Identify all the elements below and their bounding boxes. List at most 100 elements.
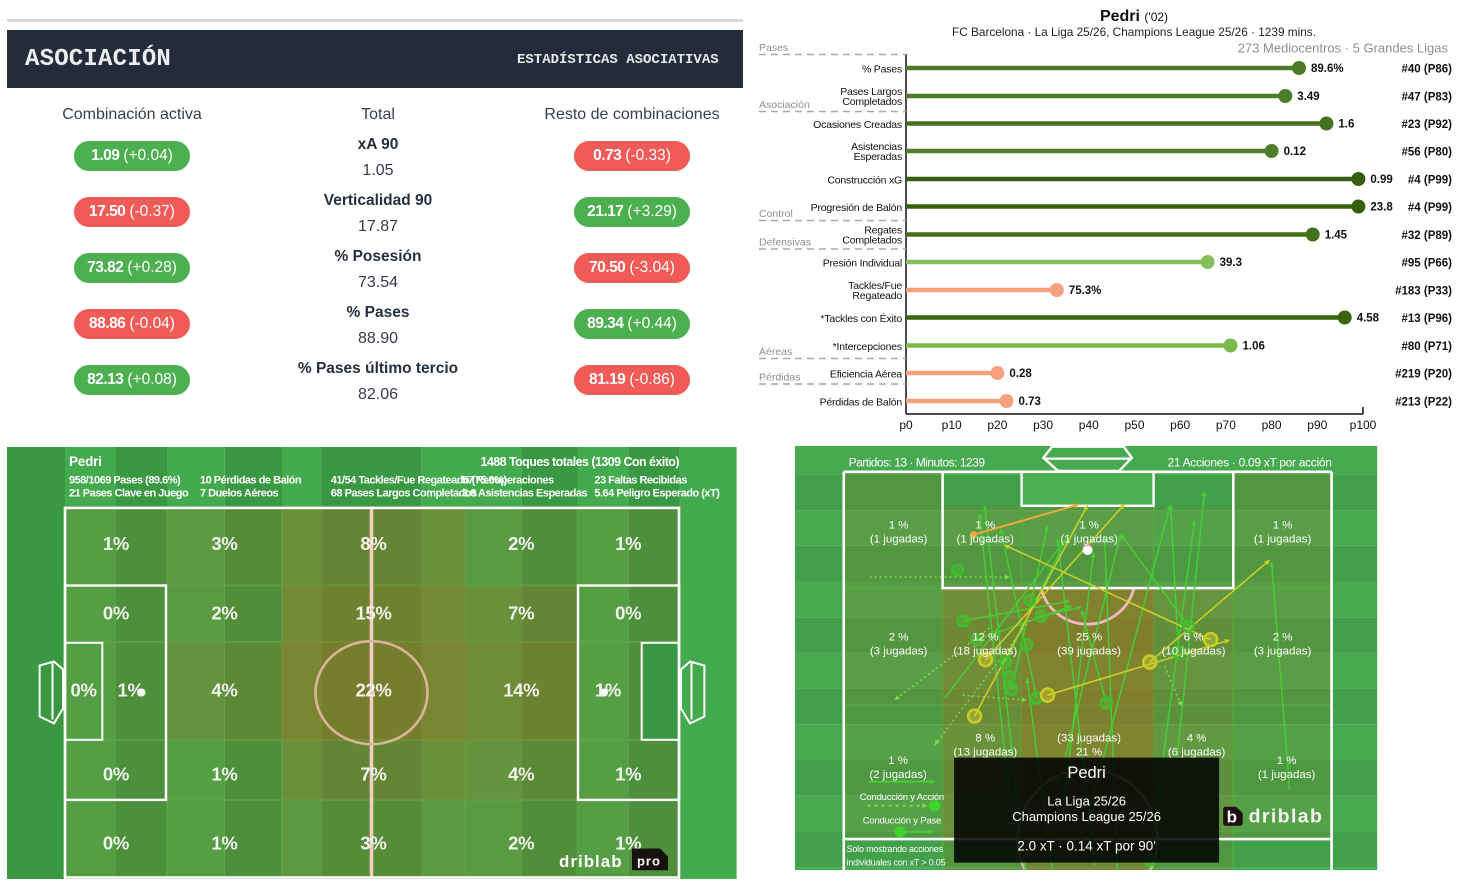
svg-text:1%: 1% (211, 763, 237, 784)
svg-text:Solo mostrando acciones: Solo mostrando acciones (847, 844, 944, 854)
svg-text:driblab: driblab (559, 851, 623, 870)
svg-text:p70: p70 (1216, 418, 1236, 432)
svg-text:Progresión de Balón: Progresión de Balón (811, 202, 903, 214)
svg-text:1 %: 1 % (1277, 755, 1297, 767)
svg-text:(6 jugadas): (6 jugadas) (1168, 746, 1226, 758)
svg-text:pro: pro (637, 853, 661, 868)
svg-text:5.64 Peligro Esperado (xT): 5.64 Peligro Esperado (xT) (594, 487, 720, 499)
svg-text:Construcción xG: Construcción xG (827, 175, 902, 187)
svg-text:(33 jugadas): (33 jugadas) (1058, 732, 1122, 744)
svg-text:0%: 0% (103, 832, 129, 853)
svg-text:p10: p10 (942, 418, 962, 432)
svg-text:25 %: 25 % (1076, 631, 1102, 643)
svg-text:(1 jugadas): (1 jugadas) (1254, 533, 1312, 545)
svg-text:(13 jugadas): (13 jugadas) (954, 746, 1018, 758)
svg-text:41/54 Tackles/Fue Regateado (7: 41/54 Tackles/Fue Regateado (75.9%) (331, 474, 508, 486)
svg-text:7%: 7% (508, 602, 534, 623)
svg-text:2%: 2% (508, 832, 534, 853)
svg-text:Defensivas: Defensivas (759, 237, 811, 249)
svg-text:Tackles/Fue: Tackles/Fue (848, 280, 902, 292)
svg-text:23 Faltas Recibidas: 23 Faltas Recibidas (594, 474, 687, 486)
svg-text:1 %: 1 % (889, 755, 909, 767)
svg-text:*Tackles con Éxito: *Tackles con Éxito (820, 312, 902, 325)
svg-text:FC Barcelona · La Liga 25/26,: FC Barcelona · La Liga 25/26, Champions … (952, 25, 1316, 39)
svg-text:3.6 Asistencias Esperadas: 3.6 Asistencias Esperadas (462, 487, 587, 499)
svg-text:7%: 7% (360, 763, 386, 784)
svg-text:2 %: 2 % (889, 631, 909, 643)
svg-text:Conducción y Pase: Conducción y Pase (863, 815, 941, 826)
svg-text:6 %: 6 % (1184, 631, 1204, 643)
svg-text:(18 jugadas): (18 jugadas) (954, 645, 1018, 657)
svg-text:#47 (P83): #47 (P83) (1401, 92, 1452, 104)
svg-text:Asistencias: Asistencias (851, 141, 902, 153)
svg-text:(1 jugadas): (1 jugadas) (1258, 769, 1316, 781)
svg-text:driblab: driblab (1249, 805, 1324, 827)
svg-text:0%: 0% (103, 602, 129, 623)
svg-text:1%: 1% (615, 832, 641, 853)
svg-text:7 Duelos Aéreos: 7 Duelos Aéreos (200, 487, 279, 499)
svg-text:2%: 2% (211, 602, 237, 623)
svg-text:15%: 15% (355, 602, 391, 623)
svg-text:Pedri: Pedri (69, 454, 102, 469)
svg-text:1%: 1% (118, 679, 144, 700)
svg-text:14%: 14% (503, 679, 539, 700)
svg-text:Partidos: 13 · Minutos: 1239: Partidos: 13 · Minutos: 1239 (849, 455, 986, 469)
svg-text:1 %: 1 % (1273, 519, 1293, 531)
svg-text:Pedri: Pedri (1068, 764, 1106, 782)
svg-text:0.28: 0.28 (1009, 368, 1032, 380)
svg-text:p90: p90 (1307, 418, 1327, 432)
svg-text:Pérdidas: Pérdidas (759, 372, 800, 384)
svg-text:Ocasiones Creadas: Ocasiones Creadas (813, 119, 902, 131)
svg-text:89.6%: 89.6% (1311, 63, 1344, 75)
svg-text:Pases Largos: Pases Largos (840, 86, 902, 98)
svg-text:1 %: 1 % (976, 519, 996, 531)
svg-text:39.3: 39.3 (1220, 257, 1242, 269)
svg-text:10 Pérdidas de Balón: 10 Pérdidas de Balón (200, 474, 302, 486)
svg-text:individuales con xT > 0.05: individuales con xT > 0.05 (847, 857, 946, 867)
svg-text:21 %: 21 % (1076, 746, 1102, 758)
svg-text:8%: 8% (360, 532, 386, 553)
svg-text:(1 jugadas): (1 jugadas) (870, 533, 928, 545)
svg-text:p60: p60 (1170, 418, 1190, 432)
svg-text:Pases: Pases (759, 42, 788, 54)
svg-text:3%: 3% (211, 532, 237, 553)
svg-text:p80: p80 (1262, 418, 1282, 432)
svg-text:b: b (1227, 807, 1237, 826)
svg-text:#32 (P89): #32 (P89) (1401, 230, 1452, 242)
svg-text:1.6: 1.6 (1338, 119, 1354, 131)
svg-text:23.8: 23.8 (1370, 202, 1393, 214)
svg-text:(10 jugadas): (10 jugadas) (1162, 645, 1226, 657)
svg-text:#219 (P20): #219 (P20) (1395, 369, 1452, 381)
svg-text:#13 (P96): #13 (P96) (1401, 313, 1452, 325)
svg-text:4%: 4% (508, 763, 534, 784)
svg-text:#95 (P66): #95 (P66) (1401, 258, 1452, 270)
svg-text:8 %: 8 % (976, 732, 996, 744)
svg-text:#4 (P99): #4 (P99) (1408, 175, 1452, 187)
svg-text:0%: 0% (103, 763, 129, 784)
svg-text:12 %: 12 % (973, 631, 999, 643)
svg-text:#80 (P71): #80 (P71) (1401, 341, 1452, 353)
svg-text:#56 (P80): #56 (P80) (1401, 147, 1452, 159)
svg-text:4 %: 4 % (1187, 732, 1207, 744)
svg-text:p50: p50 (1124, 418, 1144, 432)
svg-text:1%: 1% (595, 679, 621, 700)
svg-text:1%: 1% (211, 832, 237, 853)
svg-text:Presión Individual: Presión Individual (823, 258, 902, 270)
svg-text:(1 jugadas): (1 jugadas) (1061, 533, 1119, 545)
svg-text:(39 jugadas): (39 jugadas) (1058, 645, 1122, 657)
svg-text:Regates: Regates (864, 225, 902, 237)
svg-text:57 Recuperaciones: 57 Recuperaciones (462, 474, 554, 486)
svg-text:#4 (P99): #4 (P99) (1408, 202, 1452, 214)
svg-text:p20: p20 (987, 418, 1007, 432)
svg-text:% Pases: % Pases (862, 64, 902, 76)
svg-text:Pérdidas de Balón: Pérdidas de Balón (820, 397, 903, 409)
svg-text:Control: Control (759, 208, 793, 220)
svg-text:3%: 3% (360, 832, 386, 853)
svg-text:Asociación: Asociación (759, 99, 810, 111)
svg-text:22%: 22% (355, 679, 391, 700)
svg-text:1%: 1% (103, 532, 129, 553)
svg-text:Eficiencia Aérea: Eficiencia Aérea (830, 369, 902, 381)
svg-text:75.3%: 75.3% (1069, 285, 1102, 297)
svg-text:0.73: 0.73 (1019, 396, 1041, 408)
svg-text:Esperadas: Esperadas (854, 151, 902, 163)
